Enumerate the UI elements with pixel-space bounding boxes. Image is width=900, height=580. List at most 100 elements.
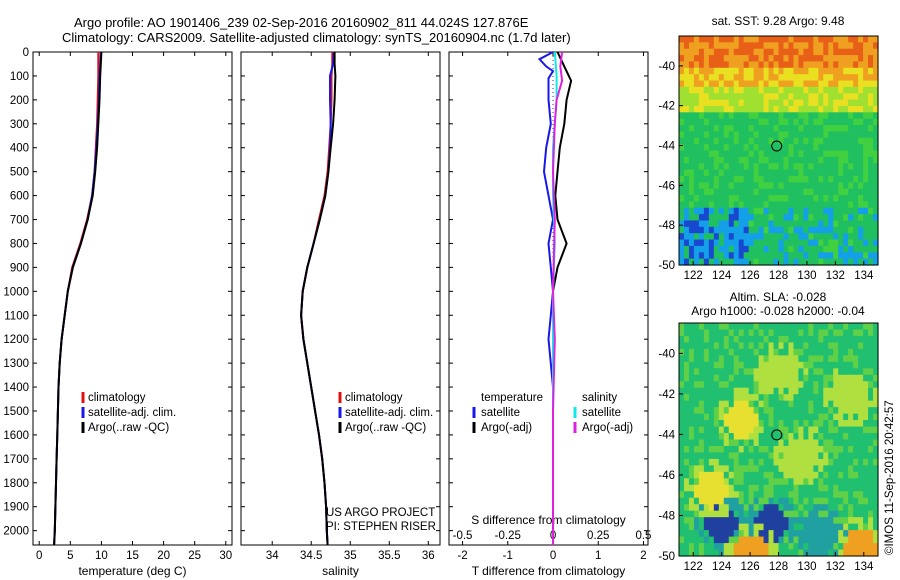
map-cell bbox=[733, 201, 740, 209]
map-cell bbox=[718, 112, 725, 120]
map-cell bbox=[723, 74, 730, 82]
map-cell bbox=[783, 523, 790, 531]
map-cell bbox=[713, 245, 720, 253]
map-cell bbox=[698, 74, 705, 82]
map-cell bbox=[708, 48, 715, 56]
map-cell bbox=[758, 517, 765, 525]
map-cell bbox=[813, 510, 819, 518]
map-cell bbox=[848, 478, 854, 486]
map-cell bbox=[743, 252, 750, 260]
map-cell bbox=[763, 252, 770, 260]
map-cell bbox=[718, 188, 725, 196]
map-cell bbox=[848, 214, 854, 222]
map-cell bbox=[788, 169, 795, 177]
map-cell bbox=[798, 195, 804, 202]
map-cell bbox=[853, 439, 859, 447]
map-cell bbox=[713, 131, 720, 139]
map-cell bbox=[843, 439, 849, 447]
map-cell bbox=[798, 74, 804, 82]
map-cell bbox=[763, 510, 770, 518]
map-cell bbox=[873, 93, 879, 101]
map-cell bbox=[733, 55, 740, 63]
depth-tick-label: 700 bbox=[10, 215, 29, 227]
map-cell bbox=[773, 329, 780, 337]
map-cell bbox=[708, 182, 715, 190]
map-cell bbox=[813, 335, 819, 344]
map-cell bbox=[853, 543, 859, 551]
map-cell bbox=[703, 226, 710, 234]
map-cell bbox=[833, 471, 839, 479]
map-cell bbox=[718, 381, 725, 389]
map-cell bbox=[783, 207, 790, 215]
map-cell bbox=[733, 348, 740, 356]
map-cell bbox=[858, 523, 864, 531]
map-cell bbox=[753, 549, 760, 557]
map-cell bbox=[808, 348, 814, 356]
map-cell bbox=[688, 523, 695, 531]
map-cell bbox=[703, 543, 710, 551]
map-cell bbox=[823, 163, 829, 171]
map-cell bbox=[718, 163, 725, 171]
map-cell bbox=[768, 175, 775, 183]
map-cell bbox=[763, 387, 770, 395]
map-cell bbox=[703, 42, 710, 50]
map-cell bbox=[698, 329, 705, 337]
legend-label: satellite-adj. clim. bbox=[88, 407, 176, 419]
map-cell bbox=[748, 433, 755, 441]
map-cell bbox=[703, 394, 710, 402]
map-cell bbox=[858, 182, 864, 190]
map-cell bbox=[688, 452, 695, 460]
map-cell bbox=[868, 245, 874, 253]
map-cell bbox=[723, 245, 730, 253]
map-cell bbox=[748, 112, 755, 120]
map-cell bbox=[773, 355, 780, 363]
map-cell bbox=[833, 201, 839, 209]
map-cell bbox=[813, 323, 819, 331]
map-cell bbox=[843, 342, 849, 350]
map-cell bbox=[758, 342, 765, 350]
map-cell bbox=[783, 355, 790, 363]
map-cell bbox=[713, 163, 720, 171]
map-cell bbox=[833, 497, 839, 505]
map-cell bbox=[718, 245, 725, 253]
map-cell bbox=[828, 67, 834, 75]
map-cell bbox=[733, 195, 740, 202]
map-cell bbox=[828, 323, 834, 331]
map-cell bbox=[688, 549, 695, 557]
map-cell bbox=[679, 323, 685, 331]
map-cell bbox=[743, 175, 750, 183]
map-cell bbox=[828, 93, 834, 101]
map-cell bbox=[803, 150, 809, 158]
map-cell bbox=[808, 420, 814, 428]
map-cell bbox=[683, 400, 690, 408]
map-cell bbox=[858, 323, 864, 331]
map-cell bbox=[858, 156, 864, 164]
map-cell bbox=[808, 452, 814, 460]
map-cell bbox=[753, 368, 760, 376]
map-cell bbox=[783, 239, 790, 247]
map-cell bbox=[788, 144, 795, 152]
map-cell bbox=[733, 105, 740, 113]
map-cell bbox=[708, 484, 715, 492]
map-cell bbox=[698, 517, 705, 525]
map-cell bbox=[828, 150, 834, 158]
map-cell bbox=[679, 55, 685, 63]
map-cell bbox=[813, 80, 819, 88]
map-cell bbox=[873, 118, 879, 126]
map-cell bbox=[853, 510, 859, 518]
map-cell bbox=[758, 55, 765, 63]
map-cell bbox=[748, 125, 755, 133]
map-cell bbox=[788, 355, 795, 363]
map-cell bbox=[748, 523, 755, 531]
map-cell bbox=[803, 169, 809, 177]
map-cell bbox=[723, 329, 730, 337]
map-cell bbox=[853, 226, 859, 234]
map-cell bbox=[768, 348, 775, 356]
map-cell bbox=[738, 536, 745, 544]
map-cell bbox=[843, 131, 849, 139]
map-cell bbox=[833, 239, 839, 247]
map-cell bbox=[828, 144, 834, 152]
map-cell bbox=[868, 156, 874, 164]
map-cell bbox=[873, 86, 879, 94]
map-cell bbox=[683, 182, 690, 190]
